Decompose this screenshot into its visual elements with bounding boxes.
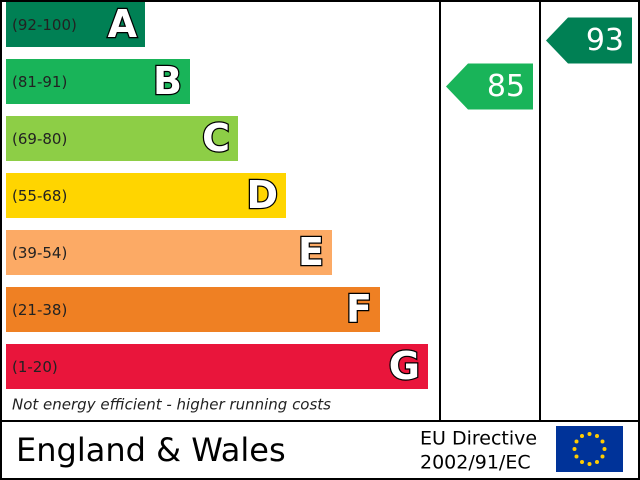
rating-value: 93 [586, 23, 624, 58]
band-range: (1-20) [12, 358, 58, 376]
band-range: (55-68) [12, 187, 67, 205]
band-letter: B [153, 59, 182, 103]
band-letter: C [202, 116, 230, 160]
band-letter: E [298, 230, 324, 274]
footer-note: Not energy efficient - higher running co… [12, 396, 331, 414]
band-letter: A [108, 2, 138, 46]
rating-arrow [446, 63, 533, 110]
band-range: (21-38) [12, 301, 67, 319]
band-bar [6, 2, 145, 47]
band-letter: G [389, 344, 420, 388]
band-bar [6, 287, 380, 332]
rating-arrow [546, 17, 632, 64]
band-letter: F [346, 287, 372, 331]
band-bar [6, 344, 428, 389]
band-range: (81-91) [12, 73, 67, 91]
band-bar [6, 116, 238, 161]
band-range: (92-100) [12, 16, 77, 34]
band-bar [6, 173, 286, 218]
band-range: (39-54) [12, 244, 67, 262]
band-range: (69-80) [12, 130, 67, 148]
rating-value: 85 [487, 69, 525, 104]
band-bar [6, 230, 332, 275]
directive-line1: EU Directive [420, 428, 537, 450]
band-letter: D [246, 173, 278, 217]
region: England & Wales [16, 431, 286, 469]
eu-flag [556, 426, 623, 472]
directive-line2: 2002/91/EC [420, 452, 531, 474]
band-bar [6, 59, 190, 104]
